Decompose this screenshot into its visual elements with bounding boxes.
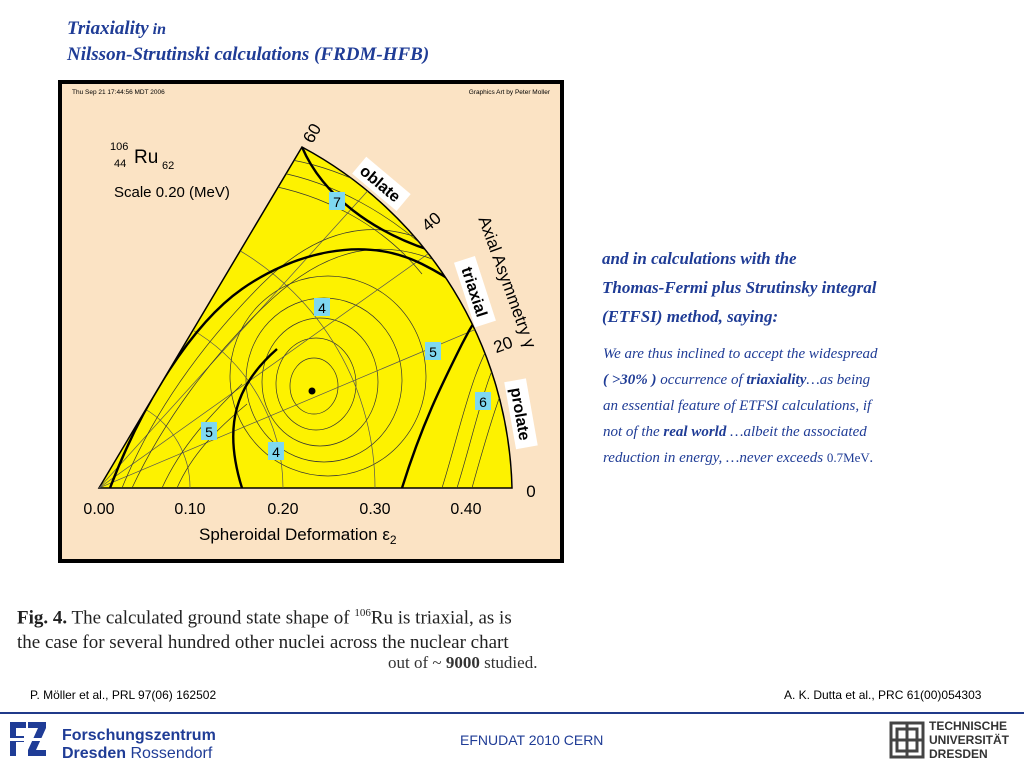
quote-line: ( >30% ) occurrence of triaxiality…as be… [603,372,871,388]
x-tick: 0.30 [359,501,390,518]
reference-right: A. K. Dutta et al., PRC 61(00)054303 [784,688,982,702]
footer-event: EFNUDAT 2010 CERN [460,732,604,748]
gamma-tick-20: 20 [491,333,515,357]
figure-svg: Thu Sep 21 17:44:56 MDT 2006 Graphics Ar… [72,89,551,547]
nucleus-label: 106 44 Ru 62 Scale 0.20 (MeV) [110,141,230,201]
gamma-axis-label: Axial Asymmetry γ [474,214,540,351]
quote-line: We are thus inclined to accept the wides… [603,346,878,362]
contour-label-5b: 5 [205,424,213,440]
tud-logo-text: TECHNISCHE UNIVERSITÄT DRESDEN [929,719,1010,761]
figure-credit: Graphics Art by Peter Moller [469,89,551,96]
figure-timestamp: Thu Sep 21 17:44:56 MDT 2006 [72,89,165,96]
figure-canvas: Thu Sep 21 17:44:56 MDT 2006 Graphics Ar… [62,84,560,559]
etfsi-quote: We are thus inclined to accept the wides… [603,341,1003,471]
potential-energy-figure: Thu Sep 21 17:44:56 MDT 2006 Graphics Ar… [58,80,564,563]
fzd-logo-text: Forschungszentrum Dresden Rossendorf [62,727,216,762]
caption-addendum: out of ~ 9000 studied. [388,653,538,672]
energy-minimum-point [308,387,316,395]
nucleus-z: 44 [114,158,126,170]
contour-label-4b: 4 [272,444,280,460]
nucleus-symbol: Ru [134,147,158,168]
gamma-tick-0: 0 [526,482,535,501]
prolate-label: prolate [504,378,538,450]
gamma-tick-60: 60 [299,120,325,146]
quote-line: an essential feature of ETFSI calculatio… [603,398,872,414]
gamma-tick-40: 40 [418,208,445,235]
contour-label-7: 7 [333,194,341,210]
contour-label-5a: 5 [429,344,437,360]
x-tick: 0.20 [267,501,298,518]
right-heading: and in calculations with the Thomas-Ferm… [602,244,1002,331]
figure-caption: Fig. 4. The calculated ground state shap… [17,601,617,655]
footer-rule [0,712,1024,714]
contour-label-4a: 4 [318,300,326,316]
nucleus-n: 62 [162,160,174,172]
tud-logo-icon [888,720,926,760]
quote-line: reduction in energy, …never exceeds 0.7M… [603,450,874,466]
heading-line: and in calculations with the [602,249,797,268]
title-line2: Nilsson-Strutinski calculations (FRDM-HF… [67,44,430,65]
quote-line: not of the real world …albeit the associ… [603,424,867,440]
nucleus-mass: 106 [110,141,128,153]
heading-line: (ETFSI) method, saying: [602,307,779,326]
caption-line: the case for several hundred other nucle… [17,632,509,654]
reference-left: P. Möller et al., PRL 97(06) 162502 [30,688,217,702]
fzd-logo-icon [6,716,50,762]
contour-label-6: 6 [479,394,487,410]
title-in: in [148,21,166,38]
x-tick: 0.00 [83,501,114,518]
slide-title: Triaxiality in Nilsson-Strutinski calcul… [67,16,429,67]
x-axis-label: Spheroidal Deformation ε2 [199,525,397,547]
heading-line: Thomas-Fermi plus Strutinsky integral [602,278,877,297]
contour-label-group: 7 4 5 6 5 4 [201,192,491,460]
caption-line: Fig. 4. The calculated ground state shap… [17,607,512,629]
energy-surface-sector [97,146,513,489]
x-tick-group: 0.00 0.10 0.20 0.30 0.40 [83,501,481,518]
x-tick: 0.10 [174,501,205,518]
scale-label: Scale 0.20 (MeV) [114,184,230,201]
title-word: Triaxiality [67,18,149,39]
x-tick: 0.40 [450,501,481,518]
